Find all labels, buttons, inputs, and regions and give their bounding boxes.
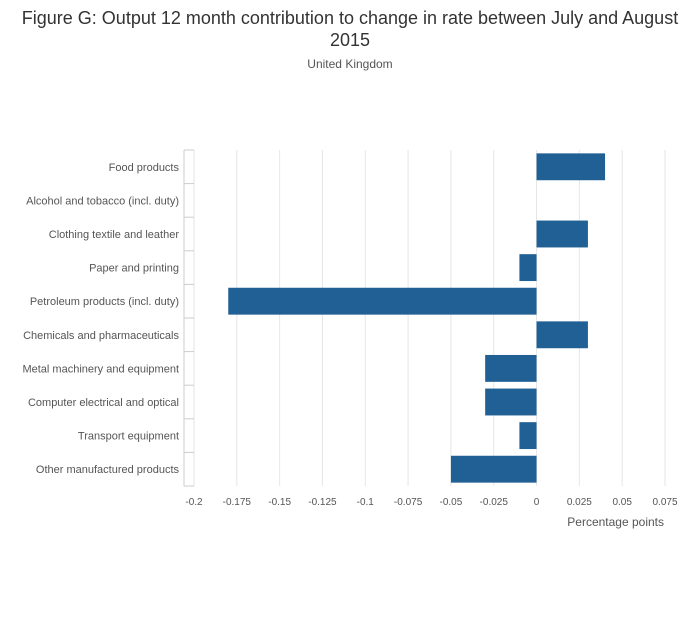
bar [536,153,606,181]
category-label: Paper and printing [89,263,179,275]
x-tick-label: 0.075 [652,497,677,508]
category-label: Clothing textile and leather [49,229,180,241]
category-labels: Food products Alcohol and tobacco (incl. … [22,162,179,476]
bar [485,354,537,382]
x-tick-label: -0.05 [440,497,463,508]
bar [228,287,537,315]
category-label: Alcohol and tobacco (incl. duty) [26,195,179,207]
category-label: Computer electrical and optical [28,397,179,409]
category-label: Chemicals and pharmaceuticals [23,330,179,342]
x-tick-label: -0.15 [268,497,291,508]
x-tick-labels: -0.2 -0.175 -0.15 -0.125 -0.1 -0.075 -0.05 -0.0… [185,497,678,508]
x-tick-label: 0.05 [612,497,632,508]
category-label: Other manufactured products [36,464,180,476]
x-tick-label: -0.025 [480,497,509,508]
bar [519,422,537,450]
bar [519,254,537,282]
chart-subtitle: United Kingdom [307,57,393,71]
bars [228,153,606,483]
chart-title: Figure G: Output 12 month contribution t… [21,8,679,50]
x-tick-label: -0.075 [394,497,423,508]
x-tick-label: 0.025 [567,497,592,508]
category-label: Transport equipment [78,431,179,443]
bar [485,388,537,416]
gridlines [193,150,666,486]
y-axis [183,149,194,487]
category-label: Metal machinery and equipment [22,363,179,375]
x-tick-label: -0.175 [223,497,252,508]
x-tick-label: 0 [534,497,540,508]
x-tick-label: -0.2 [185,497,203,508]
x-axis-title: Percentage points [567,515,664,529]
bar [536,220,588,248]
bar [536,321,588,349]
category-label: Petroleum products (incl. duty) [30,296,179,308]
x-tick-label: -0.1 [357,497,375,508]
bar [450,455,537,483]
category-label: Food products [109,162,180,174]
x-tick-label: -0.125 [308,497,337,508]
